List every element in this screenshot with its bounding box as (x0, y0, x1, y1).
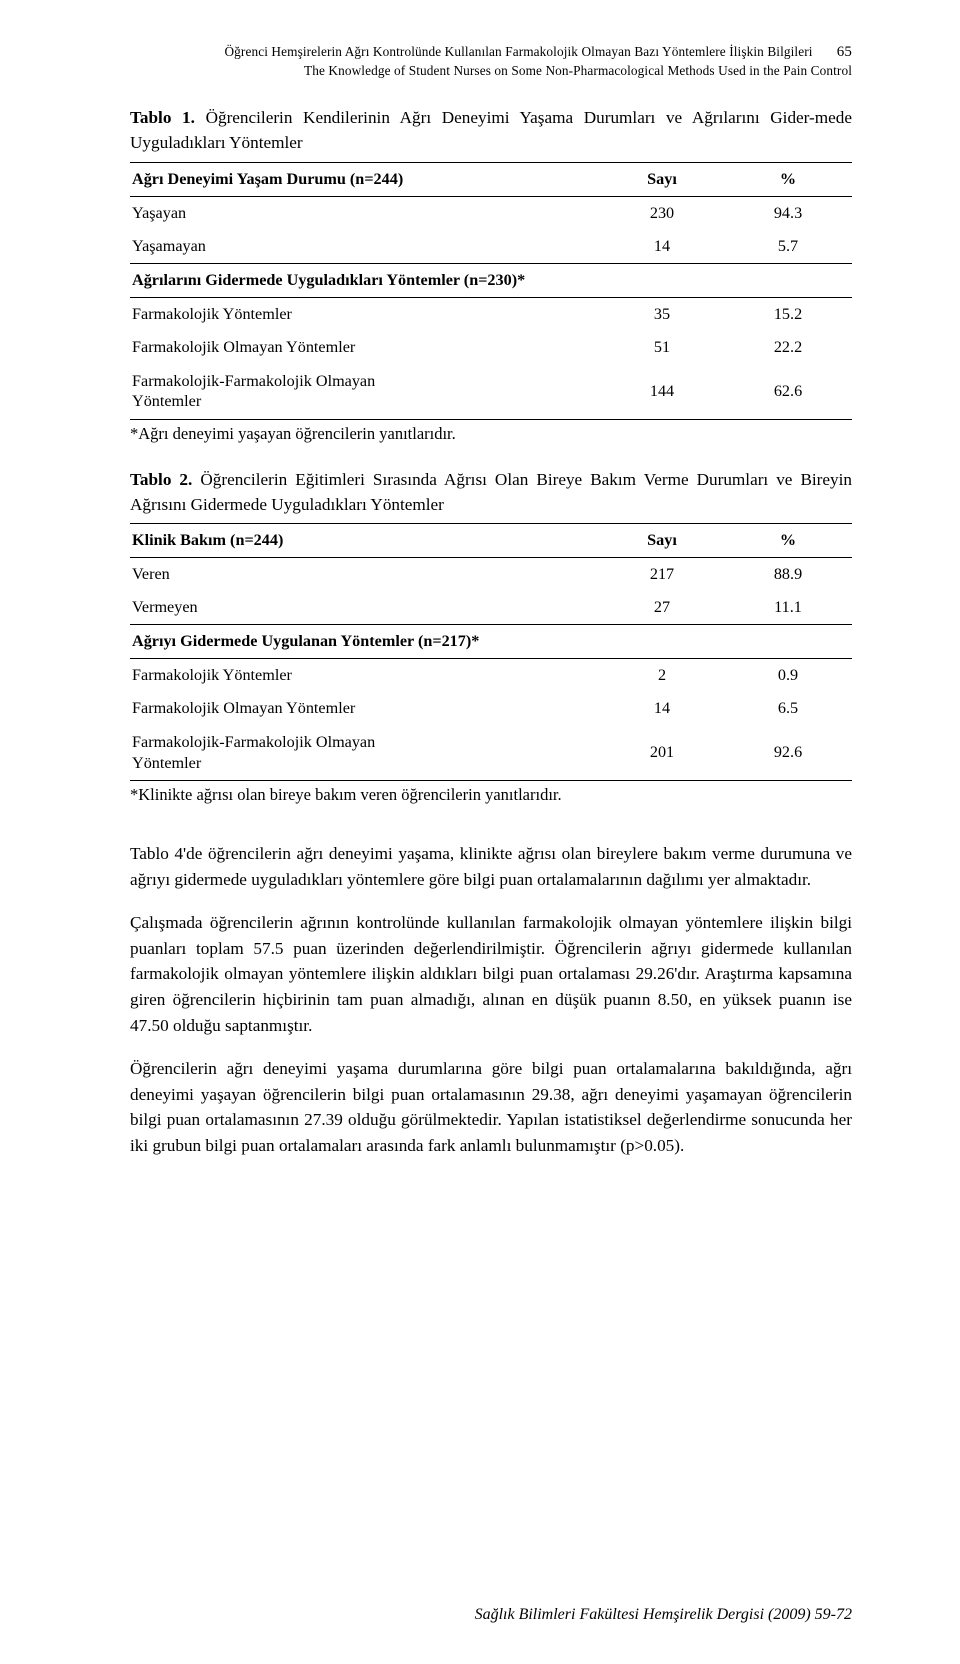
table2-label: Tablo 2. (130, 470, 192, 489)
table-row: Farmakolojik Olmayan Yöntemler 51 22.2 (130, 331, 852, 364)
table1-subhead-row: Ağrılarını Gidermede Uyguladıkları Yönte… (130, 264, 852, 298)
cell-n: 27 (600, 591, 726, 625)
table1-footnote: *Ağrı deneyimi yaşayan öğrencilerin yanı… (130, 424, 852, 444)
cell-n: 51 (600, 331, 726, 364)
cell-n: 14 (600, 230, 726, 264)
cell-n: 2 (600, 659, 726, 693)
header-title-en: The Knowledge of Student Nurses on Some … (130, 62, 852, 80)
table-row: Veren 217 88.9 (130, 558, 852, 592)
table1-col1: Ağrı Deneyimi Yaşam Durumu (n=244) (130, 163, 600, 197)
table2: Klinik Bakım (n=244) Sayı % Veren 217 88… (130, 523, 852, 781)
body-paragraph-1: Tablo 4'de öğrencilerin ağrı deneyimi ya… (130, 841, 852, 893)
cell-label: Vermeyen (130, 591, 600, 625)
table1-caption: Tablo 1. Öğrencilerin Kendilerinin Ağrı … (130, 106, 852, 156)
cell-label: Farmakolojik-Farmakolojik OlmayanYönteml… (130, 364, 600, 419)
table2-col3: % (726, 524, 852, 558)
cell-n: 201 (600, 725, 726, 780)
table1: Ağrı Deneyimi Yaşam Durumu (n=244) Sayı … (130, 162, 852, 420)
cell-pct: 88.9 (726, 558, 852, 592)
page-number: 65 (816, 42, 852, 62)
cell-label: Farmakolojik Yöntemler (130, 659, 600, 693)
table2-caption: Tablo 2. Öğrencilerin Eğitimleri Sırasın… (130, 468, 852, 518)
table-row: Farmakolojik Yöntemler 2 0.9 (130, 659, 852, 693)
cell-label: Yaşamayan (130, 230, 600, 264)
header-line-1: Öğrenci Hemşirelerin Ağrı Kontrolünde Ku… (130, 42, 852, 62)
table1-caption-text: Öğrencilerin Kendilerinin Ağrı Deneyimi … (130, 108, 852, 152)
cell-pct: 0.9 (726, 659, 852, 693)
table1-col3: % (726, 163, 852, 197)
table2-subhead-row: Ağrıyı Gidermede Uygulanan Yöntemler (n=… (130, 625, 852, 659)
cell-pct: 15.2 (726, 298, 852, 332)
running-header: Öğrenci Hemşirelerin Ağrı Kontrolünde Ku… (130, 42, 852, 80)
cell-n: 230 (600, 197, 726, 231)
cell-n: 35 (600, 298, 726, 332)
table-row: Yaşamayan 14 5.7 (130, 230, 852, 264)
cell-label: Farmakolojik-Farmakolojik OlmayanYönteml… (130, 725, 600, 780)
table-row: Farmakolojik-Farmakolojik OlmayanYönteml… (130, 364, 852, 419)
cell-pct: 5.7 (726, 230, 852, 264)
table2-subhead: Ağrıyı Gidermede Uygulanan Yöntemler (n=… (130, 625, 852, 659)
table-row: Farmakolojik Olmayan Yöntemler 14 6.5 (130, 692, 852, 725)
header-title-tr: Öğrenci Hemşirelerin Ağrı Kontrolünde Ku… (224, 44, 812, 59)
table-row: Yaşayan 230 94.3 (130, 197, 852, 231)
cell-n: 14 (600, 692, 726, 725)
table1-subhead: Ağrılarını Gidermede Uyguladıkları Yönte… (130, 264, 852, 298)
cell-pct: 22.2 (726, 331, 852, 364)
cell-pct: 94.3 (726, 197, 852, 231)
cell-label: Farmakolojik Olmayan Yöntemler (130, 692, 600, 725)
table-row: Farmakolojik Yöntemler 35 15.2 (130, 298, 852, 332)
table2-footnote: *Klinikte ağrısı olan bireye bakım veren… (130, 785, 852, 805)
table1-label: Tablo 1. (130, 108, 195, 127)
table2-caption-text: Öğrencilerin Eğitimleri Sırasında Ağrısı… (130, 470, 852, 514)
page: Öğrenci Hemşirelerin Ağrı Kontrolünde Ku… (0, 0, 960, 1664)
cell-n: 217 (600, 558, 726, 592)
cell-label: Farmakolojik Olmayan Yöntemler (130, 331, 600, 364)
cell-pct: 6.5 (726, 692, 852, 725)
table-row: Vermeyen 27 11.1 (130, 591, 852, 625)
table2-col1: Klinik Bakım (n=244) (130, 524, 600, 558)
cell-n: 144 (600, 364, 726, 419)
cell-pct: 62.6 (726, 364, 852, 419)
cell-label: Veren (130, 558, 600, 592)
table1-col2: Sayı (600, 163, 726, 197)
cell-label: Yaşayan (130, 197, 600, 231)
journal-footer: Sağlık Bilimleri Fakültesi Hemşirelik De… (475, 1606, 852, 1624)
table2-col2: Sayı (600, 524, 726, 558)
body-paragraph-2: Çalışmada öğrencilerin ağrının kontrolün… (130, 910, 852, 1039)
cell-pct: 11.1 (726, 591, 852, 625)
table-row: Farmakolojik-Farmakolojik OlmayanYönteml… (130, 725, 852, 780)
cell-label: Farmakolojik Yöntemler (130, 298, 600, 332)
cell-pct: 92.6 (726, 725, 852, 780)
body-paragraph-3: Öğrencilerin ağrı deneyimi yaşama duruml… (130, 1056, 852, 1159)
